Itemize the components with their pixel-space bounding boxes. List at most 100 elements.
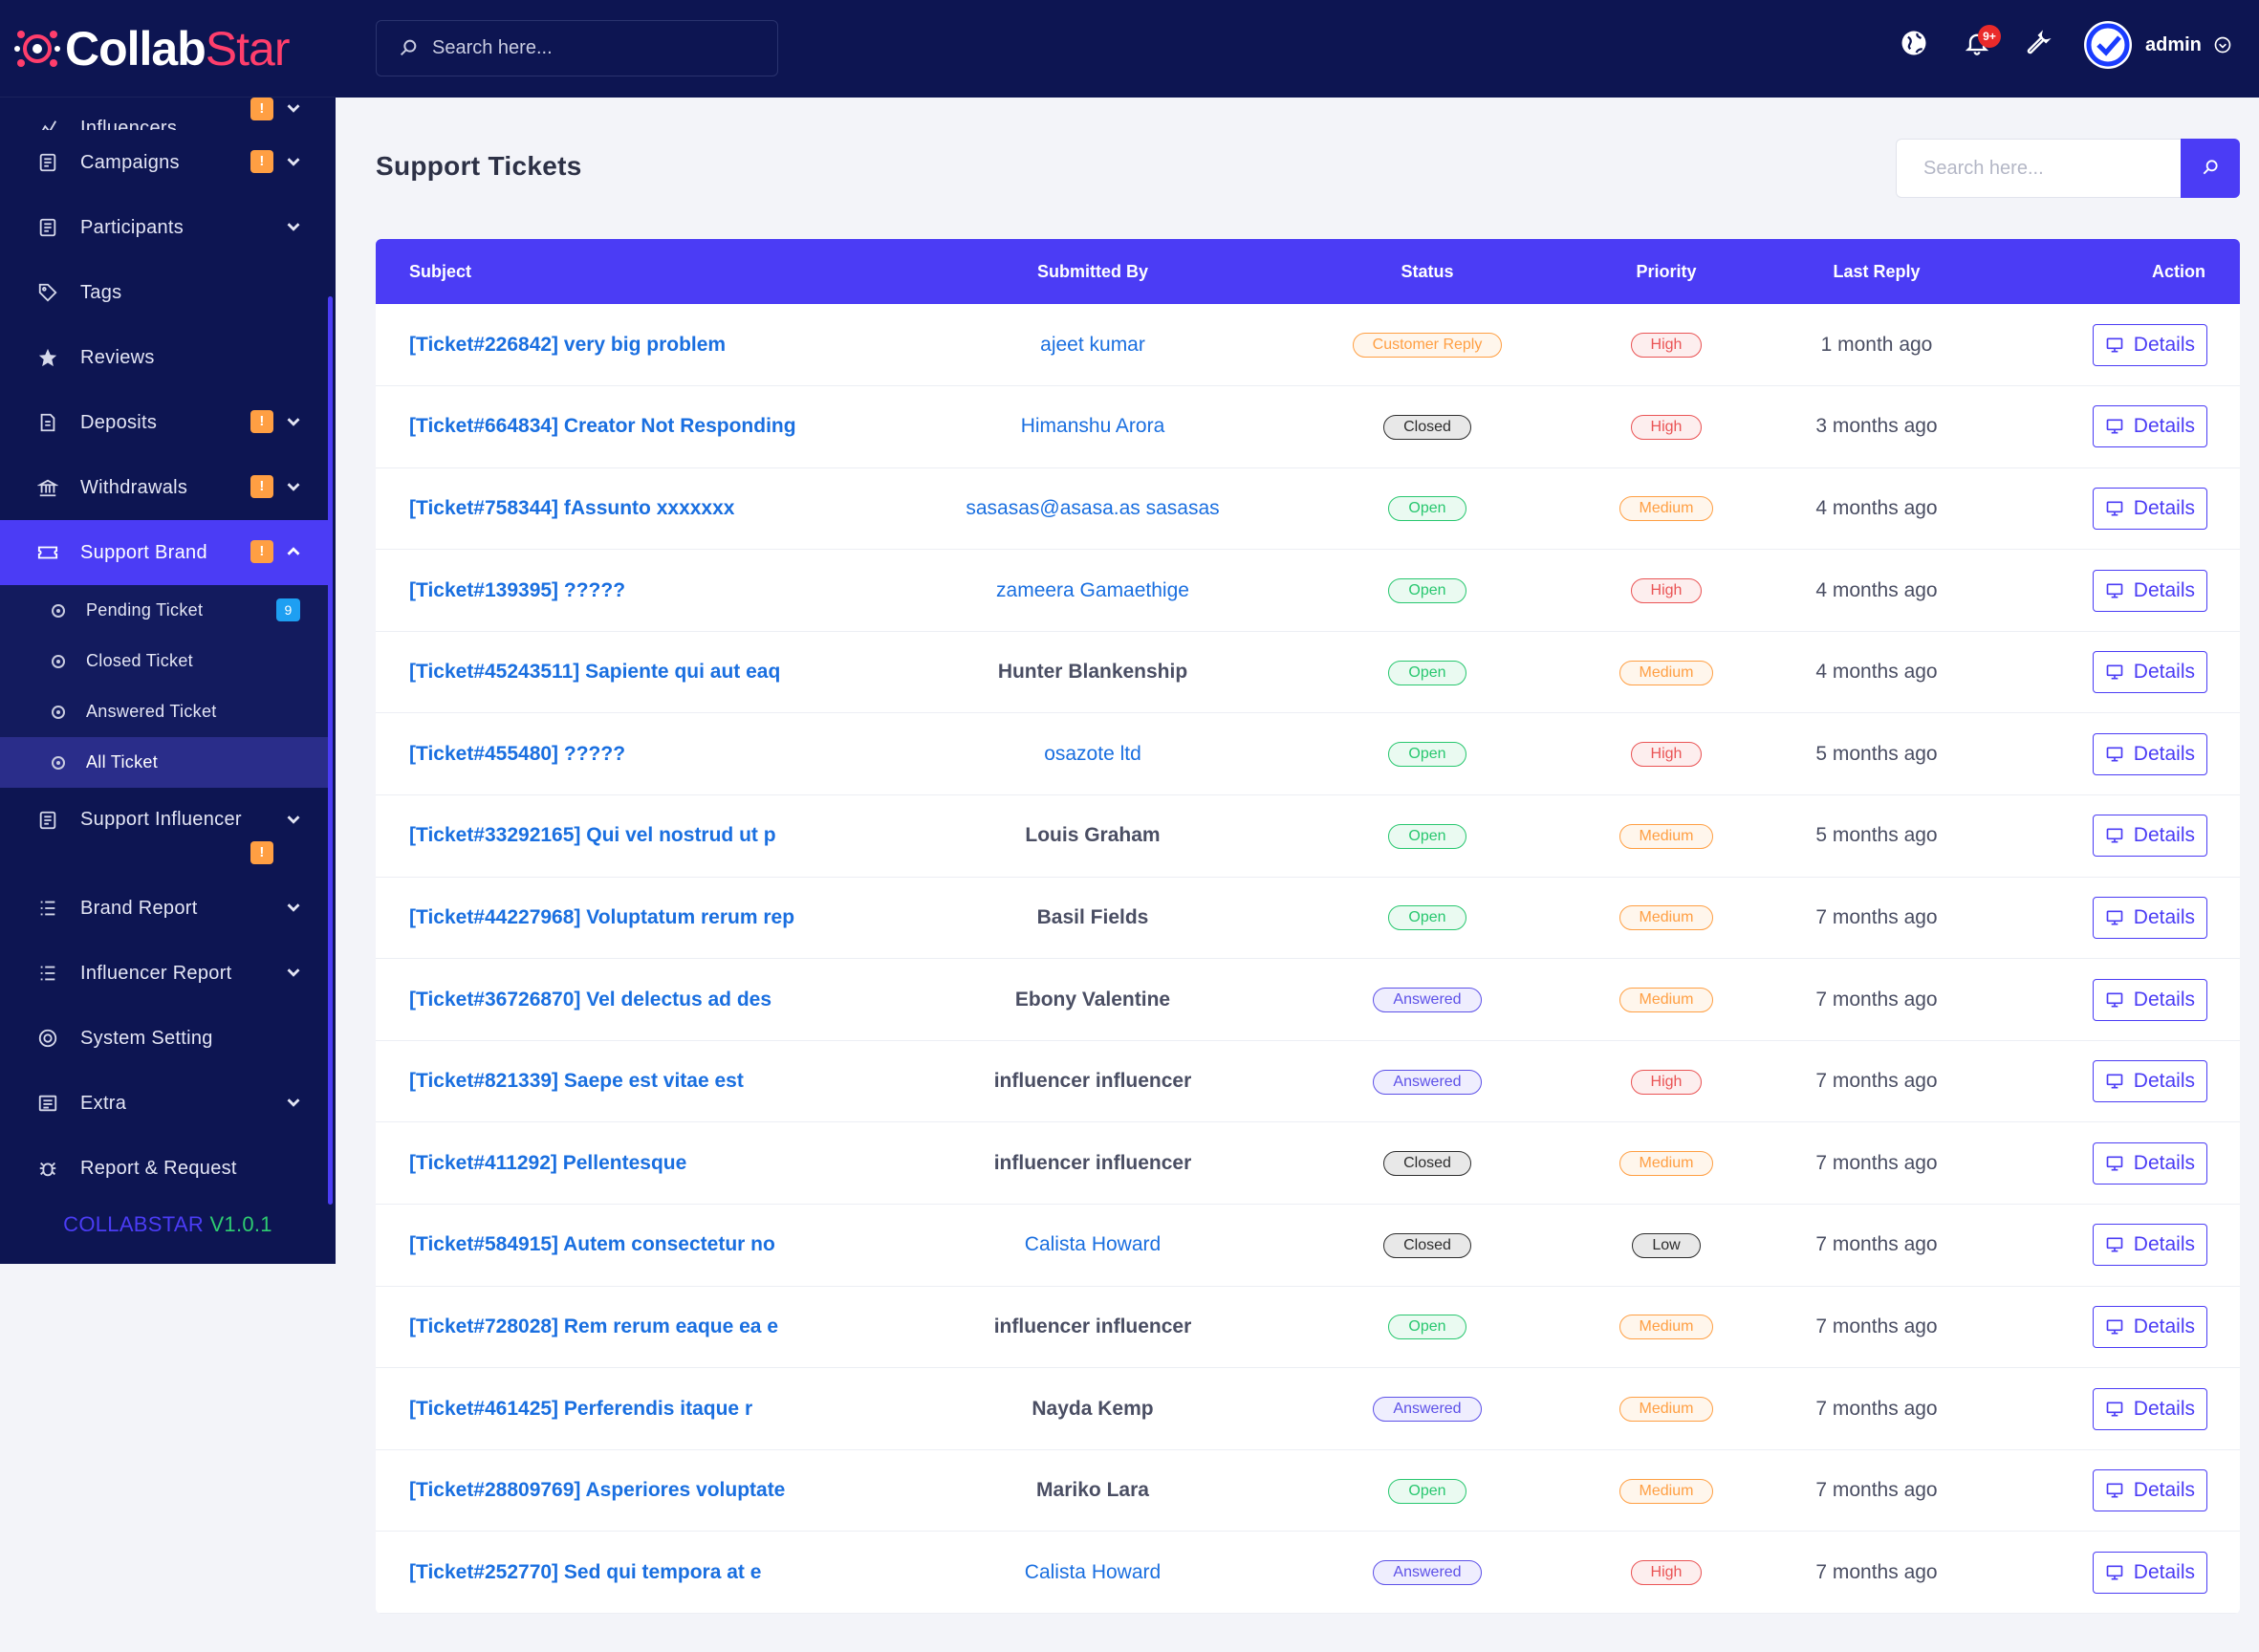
details-button[interactable]: Details — [2092, 815, 2207, 858]
cell-submitted-by: Calista Howard — [911, 1532, 1274, 1614]
notifications-button[interactable]: 9+ — [1961, 25, 2001, 61]
details-button[interactable]: Details — [2092, 487, 2207, 530]
ticket-subject-link[interactable]: [Ticket#455480] ????? — [409, 742, 626, 765]
details-button[interactable]: Details — [2092, 323, 2207, 366]
ticket-subject-link[interactable]: [Ticket#411292] Pellentesque — [409, 1151, 687, 1174]
sidebar-subitem-all-ticket[interactable]: All Ticket — [0, 737, 328, 788]
cell-priority: Medium — [1580, 1449, 1752, 1532]
table-row: [Ticket#664834] Creator Not Responding Hi… — [376, 386, 2240, 468]
language-globe-button[interactable] — [1898, 29, 1930, 61]
globe-icon — [1900, 29, 1928, 62]
details-button[interactable]: Details — [2092, 405, 2207, 448]
brand-logo[interactable]: CollabStar — [0, 0, 336, 98]
settings-icon — [36, 1027, 59, 1050]
cell-action: Details — [2001, 386, 2240, 468]
submitted-by-name[interactable]: Himanshu Arora — [1020, 415, 1165, 438]
details-button[interactable]: Details — [2092, 978, 2207, 1021]
user-menu[interactable]: admin — [2084, 21, 2232, 69]
sidebar-item-tags[interactable]: Tags — [0, 260, 328, 325]
priority-badge: High — [1630, 414, 1703, 440]
submitted-by-name[interactable]: Calista Howard — [1024, 1560, 1162, 1583]
sidebar: CollabStar Influencers ! Campaigns ! Par… — [0, 0, 336, 1264]
version-number: V1.0.1 — [209, 1212, 272, 1236]
submitted-by-name[interactable]: osazote ltd — [1044, 742, 1141, 765]
ticket-subject-link[interactable]: [Ticket#584915] Autem consectetur no — [409, 1233, 775, 1256]
sidebar-item-influencer-report[interactable]: Influencer Report — [0, 941, 328, 1006]
cell-last-reply: 5 months ago — [1815, 824, 1938, 847]
details-button[interactable]: Details — [2092, 1060, 2207, 1103]
cell-action: Details — [2001, 631, 2240, 713]
details-button-label: Details — [2133, 661, 2195, 684]
chevron-down-icon — [283, 151, 304, 172]
details-button[interactable]: Details — [2092, 569, 2207, 612]
details-button[interactable]: Details — [2092, 1305, 2207, 1348]
ticket-subject-link[interactable]: [Ticket#252770] Sed qui tempora at e — [409, 1560, 762, 1583]
sidebar-item-support-brand[interactable]: Support Brand ! — [0, 520, 328, 585]
ticket-subject-link[interactable]: [Ticket#28809769] Asperiores voluptate — [409, 1479, 786, 1502]
sidebar-item-reviews[interactable]: Reviews — [0, 325, 328, 390]
ticket-search-input[interactable] — [1896, 139, 2181, 198]
ticket-search-button[interactable] — [2181, 139, 2240, 198]
top-search-box[interactable] — [376, 20, 778, 76]
sidebar-item-report-request[interactable]: Report & Request — [0, 1136, 328, 1201]
top-search-input[interactable] — [432, 37, 757, 59]
sidebar-item-label: Campaigns — [80, 151, 180, 173]
cell-action: Details — [2001, 1532, 2240, 1614]
ticket-subject-link[interactable]: [Ticket#461425] Perferendis itaque r — [409, 1397, 753, 1420]
ticket-subject-link[interactable]: [Ticket#36726870] Vel delectus ad des — [409, 988, 772, 1011]
details-button[interactable]: Details — [2092, 1387, 2207, 1430]
submitted-by-name[interactable]: zameera Gamaethige — [996, 578, 1189, 601]
tools-button[interactable] — [2022, 29, 2054, 61]
sidebar-scrollbar[interactable] — [328, 296, 333, 1205]
cell-last-reply: 7 months ago — [1815, 1397, 1938, 1420]
details-button[interactable]: Details — [2092, 896, 2207, 939]
warning-badge: ! — [250, 475, 273, 498]
sidebar-subitem-closed-ticket[interactable]: Closed Ticket — [0, 636, 328, 686]
table-row: [Ticket#36726870] Vel delectus ad des Ebo… — [376, 959, 2240, 1041]
priority-badge: High — [1630, 742, 1703, 768]
details-button[interactable]: Details — [2092, 1141, 2207, 1185]
details-button-label: Details — [2133, 1479, 2195, 1502]
sidebar-item-influencers[interactable]: Influencers ! — [0, 98, 328, 130]
ticket-subject-link[interactable]: [Ticket#758344] fAssunto xxxxxxx — [409, 496, 735, 519]
ticket-subject-link[interactable]: [Ticket#45243511] Sapiente qui aut eaq — [409, 661, 781, 684]
sidebar-subitem-pending-ticket[interactable]: Pending Ticket 9 — [0, 585, 328, 636]
sidebar-item-system-setting[interactable]: System Setting — [0, 1006, 328, 1071]
details-button-label: Details — [2133, 905, 2195, 928]
cell-subject: [Ticket#33292165] Qui vel nostrud ut p — [376, 795, 911, 878]
version-label: COLLABSTAR V1.0.1 — [0, 1212, 336, 1237]
status-badge: Answered — [1373, 988, 1482, 1013]
details-button[interactable]: Details — [2092, 1551, 2207, 1594]
submitted-by-name: influencer influencer — [993, 1315, 1192, 1337]
sidebar-item-withdrawals[interactable]: Withdrawals ! — [0, 455, 328, 520]
column-header-action: Action — [2152, 261, 2205, 281]
ticket-subject-link[interactable]: [Ticket#728028] Rem rerum eaque ea e — [409, 1315, 778, 1337]
ticket-subject-link[interactable]: [Ticket#139395] ????? — [409, 578, 626, 601]
ticket-subject-link[interactable]: [Ticket#821339] Saepe est vitae est — [409, 1070, 744, 1093]
sidebar-item-deposits[interactable]: Deposits ! — [0, 390, 328, 455]
sidebar-item-campaigns[interactable]: Campaigns ! — [0, 130, 328, 195]
ticket-subject-link[interactable]: [Ticket#44227968] Voluptatum rerum rep — [409, 905, 795, 928]
sidebar-item-participants[interactable]: Participants — [0, 195, 328, 260]
table-row: [Ticket#252770] Sed qui tempora at e Cali… — [376, 1532, 2240, 1614]
details-button[interactable]: Details — [2092, 651, 2207, 694]
sidebar-item-extra[interactable]: Extra — [0, 1071, 328, 1136]
details-button[interactable]: Details — [2092, 732, 2207, 775]
submitted-by-name[interactable]: sasasas@asasa.as sasasas — [966, 496, 1220, 519]
ticket-subject-link[interactable]: [Ticket#226842] very big problem — [409, 333, 727, 356]
status-badge: Answered — [1373, 1560, 1482, 1586]
details-button[interactable]: Details — [2092, 1224, 2207, 1267]
submitted-by-name[interactable]: Calista Howard — [1024, 1233, 1162, 1256]
chevron-down-icon — [283, 216, 304, 237]
ticket-subject-link[interactable]: [Ticket#33292165] Qui vel nostrud ut p — [409, 824, 776, 847]
submitted-by-name: Mariko Lara — [1036, 1479, 1149, 1502]
status-badge: Open — [1388, 496, 1466, 522]
ticket-subject-link[interactable]: [Ticket#664834] Creator Not Responding — [409, 415, 796, 438]
details-button[interactable]: Details — [2092, 1469, 2207, 1512]
sidebar-item-brand-report[interactable]: Brand Report — [0, 876, 328, 941]
sidebar-subitem-answered-ticket[interactable]: Answered Ticket — [0, 686, 328, 737]
sidebar-item-support-influencer[interactable]: Support Influencer ! — [0, 788, 328, 876]
monitor-icon — [2105, 1563, 2124, 1582]
sidebar-item-label: Influencer Report — [80, 962, 232, 984]
submitted-by-name[interactable]: ajeet kumar — [1040, 333, 1145, 356]
